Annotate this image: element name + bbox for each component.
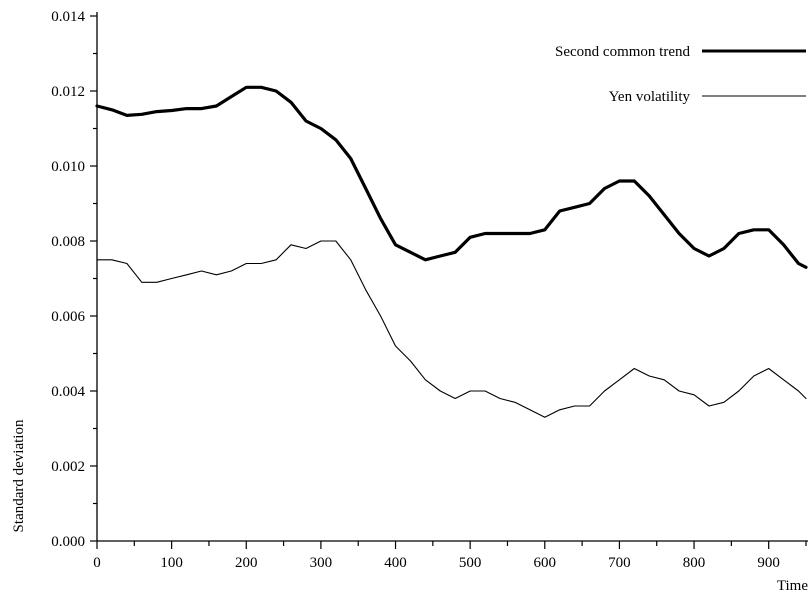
x-tick-label: 200 — [235, 555, 258, 571]
series-layer — [97, 87, 806, 417]
x-tick-label: 800 — [683, 555, 706, 571]
axes — [97, 12, 808, 541]
y-tick-label: 0.014 — [51, 9, 85, 25]
x-ticks: 0 100 200 300 400 500 600 700 800 900 — [93, 541, 806, 571]
y-tick-label: 0.004 — [51, 384, 85, 400]
x-tick-label: 700 — [608, 555, 631, 571]
legend-yen-volatility-label: Yen volatility — [609, 89, 691, 105]
x-tick-label: 0 — [93, 555, 101, 571]
series-line-yen-volatility — [97, 241, 806, 417]
x-axis-title: Time — [777, 578, 808, 594]
y-tick-label: 0.008 — [51, 234, 85, 250]
y-tick-label: 0.006 — [51, 309, 85, 325]
series-line-second-common-trend — [97, 87, 806, 267]
x-tick-label: 300 — [310, 555, 333, 571]
x-tick-label: 500 — [459, 555, 482, 571]
y-tick-label: 0.000 — [51, 534, 85, 550]
x-tick-label: 100 — [160, 555, 183, 571]
y-tick-label: 0.012 — [51, 84, 85, 100]
y-axis-title: Standard deviation — [11, 419, 27, 532]
x-tick-label: 600 — [534, 555, 557, 571]
y-ticks: 0.000 0.002 0.004 0.006 0.008 0.010 0.012 0.014 — [51, 9, 97, 550]
legend: Second common trend Yen volatility — [555, 44, 806, 105]
x-tick-label: 900 — [757, 555, 780, 571]
y-tick-label: 0.010 — [51, 159, 85, 175]
y-tick-label: 0.002 — [51, 459, 85, 475]
legend-second-common-trend-label: Second common trend — [555, 44, 690, 60]
x-tick-label: 400 — [384, 555, 407, 571]
